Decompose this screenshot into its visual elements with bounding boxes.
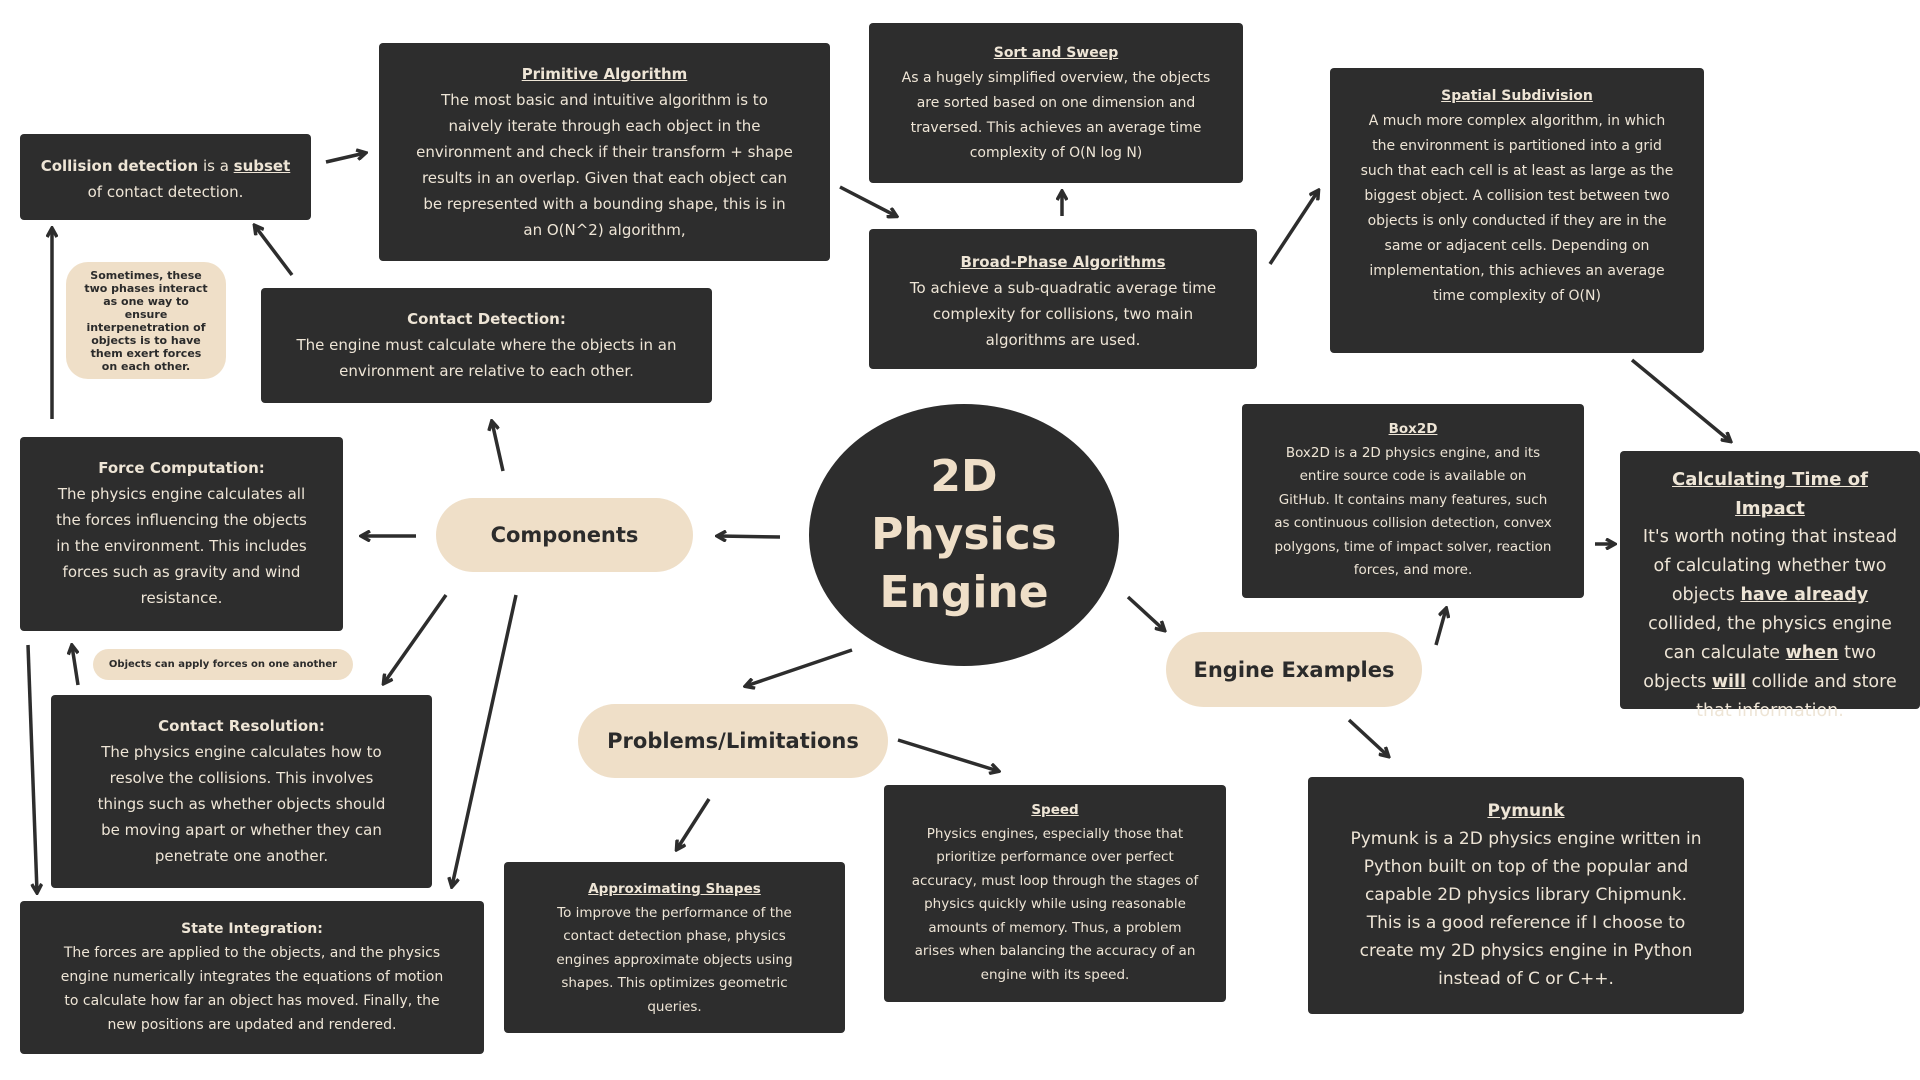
box2d-title: Box2D <box>1388 421 1438 437</box>
state-integration-title: State Integration: <box>181 921 323 937</box>
contact-resolution-body: The physics engine calculates how to res… <box>97 743 386 865</box>
spatial-subdivision-title: Spatial Subdivision <box>1441 88 1593 104</box>
collision-detection-subset: subset <box>233 157 291 175</box>
phases-interact-note: Sometimes, these two phases interact as … <box>66 262 226 379</box>
components-node: Components <box>436 498 693 572</box>
toi-emphasis-have-already: have already <box>1740 585 1869 605</box>
contact-resolution-box: Contact Resolution: The physics engine c… <box>51 695 432 888</box>
speed-title: Speed <box>1031 802 1079 818</box>
toi-emphasis-when: when <box>1785 643 1839 663</box>
sort-and-sweep-body: As a hugely simplified overview, the obj… <box>901 70 1211 161</box>
arrow-center-to-components <box>718 536 781 537</box>
toi-text-4: collide and store that information. <box>1696 672 1897 721</box>
approximating-shapes-body: To improve the performance of the contac… <box>556 904 793 1015</box>
toi-text-1: It's worth noting that instead of calcul… <box>1642 527 1898 605</box>
arrow-engine-examples-to-pymunk <box>1347 718 1388 756</box>
box2d-box: Box2D Box2D is a 2D physics engine, and … <box>1242 404 1584 598</box>
toi-text-2: collided, the physics engine can calcula… <box>1648 614 1892 663</box>
pymunk-box: Pymunk Pymunk is a 2D physics engine wri… <box>1308 777 1744 1014</box>
approximating-shapes-box: Approximating Shapes To improve the perf… <box>504 862 845 1033</box>
sort-and-sweep-title: Sort and Sweep <box>993 45 1119 61</box>
arrow-broad-to-spatial <box>1268 191 1318 265</box>
spatial-subdivision-body: A much more complex algorithm, in which … <box>1360 113 1674 304</box>
problems-limitations-label: Problems/Limitations <box>607 729 859 753</box>
arrow-components-to-contact-detection <box>492 422 505 472</box>
central-topic-title: 2D Physics Engine <box>871 451 1057 618</box>
state-integration-body: The forces are applied to the objects, a… <box>60 945 444 1033</box>
box2d-body: Box2D is a 2D physics engine, and its en… <box>1274 444 1552 579</box>
speed-body: Physics engines, especially those that p… <box>911 825 1199 983</box>
arrow-resolution-to-force <box>72 646 80 686</box>
arrow-engine-examples-to-box2d <box>1434 609 1446 646</box>
force-computation-body: The physics engine calculates all the fo… <box>56 485 307 607</box>
primitive-algorithm-body: The most basic and intuitive algorithm i… <box>416 91 793 239</box>
contact-detection-title: Contact Detection: <box>407 310 566 328</box>
arrow-center-to-engine-examples <box>1126 595 1164 630</box>
time-of-impact-title: Calculating Time of Impact <box>1672 469 1868 519</box>
arrow-contact-detection-to-collision <box>255 226 294 277</box>
engine-examples-node: Engine Examples <box>1166 632 1422 707</box>
problems-limitations-node: Problems/Limitations <box>578 704 888 778</box>
collision-detection-rest: of contact detection. <box>87 183 244 201</box>
components-label: Components <box>490 523 639 547</box>
contact-detection-box: Contact Detection: The engine must calcu… <box>261 288 712 403</box>
arrow-force-to-state <box>26 644 37 892</box>
arrow-problems-to-speed <box>897 738 998 771</box>
arrow-primitive-to-broad <box>839 185 896 216</box>
toi-text-3: two objects <box>1643 643 1877 692</box>
central-topic-node: 2D Physics Engine <box>809 404 1119 666</box>
broad-phase-box: Broad-Phase Algorithms To achieve a sub-… <box>869 229 1257 369</box>
contact-detection-body: The engine must calculate where the obje… <box>296 336 677 380</box>
phases-interact-note-text: Sometimes, these two phases interact as … <box>84 268 208 373</box>
forces-note-text: Objects can apply forces on one another <box>108 659 338 670</box>
broad-phase-body: To achieve a sub-quadratic average time … <box>909 279 1217 349</box>
collision-detection-is-a: is a <box>198 157 234 175</box>
collision-detection-line: Collision detection is a subset <box>41 157 291 175</box>
toi-emphasis-will: will <box>1711 672 1747 692</box>
arrow-spatial-to-toi <box>1630 358 1730 441</box>
speed-box: Speed Physics engines, especially those … <box>884 785 1226 1002</box>
arrow-problems-to-approx <box>677 798 711 849</box>
time-of-impact-body: It's worth noting that instead of calcul… <box>1642 523 1898 726</box>
broad-phase-title: Broad-Phase Algorithms <box>960 253 1166 271</box>
arrow-center-to-problems <box>746 648 853 686</box>
approximating-shapes-title: Approximating Shapes <box>588 881 761 897</box>
engine-examples-label: Engine Examples <box>1193 657 1395 682</box>
forces-note: Objects can apply forces on one another <box>93 649 353 680</box>
contact-resolution-title: Contact Resolution: <box>158 717 325 735</box>
force-computation-title: Force Computation: <box>98 459 265 477</box>
arrow-components-to-state-integration <box>452 594 518 886</box>
force-computation-box: Force Computation: The physics engine ca… <box>20 437 343 631</box>
collision-detection-box: Collision detection is a subset of conta… <box>20 134 311 220</box>
pymunk-title: Pymunk <box>1487 801 1565 821</box>
pymunk-body: Pymunk is a 2D physics engine written in… <box>1350 829 1702 989</box>
arrow-collision-to-primitive <box>325 153 365 164</box>
state-integration-box: State Integration: The forces are applie… <box>20 901 484 1054</box>
spatial-subdivision-box: Spatial Subdivision A much more complex … <box>1330 68 1704 353</box>
collision-detection-term: Collision detection <box>40 157 199 175</box>
primitive-algorithm-box: Primitive Algorithm The most basic and i… <box>379 43 830 261</box>
time-of-impact-box: Calculating Time of Impact It's worth no… <box>1620 451 1920 721</box>
sort-and-sweep-box: Sort and Sweep As a hugely simplified ov… <box>869 23 1243 183</box>
arrow-components-to-contact-resolution <box>384 593 448 683</box>
primitive-algorithm-title: Primitive Algorithm <box>521 65 688 83</box>
